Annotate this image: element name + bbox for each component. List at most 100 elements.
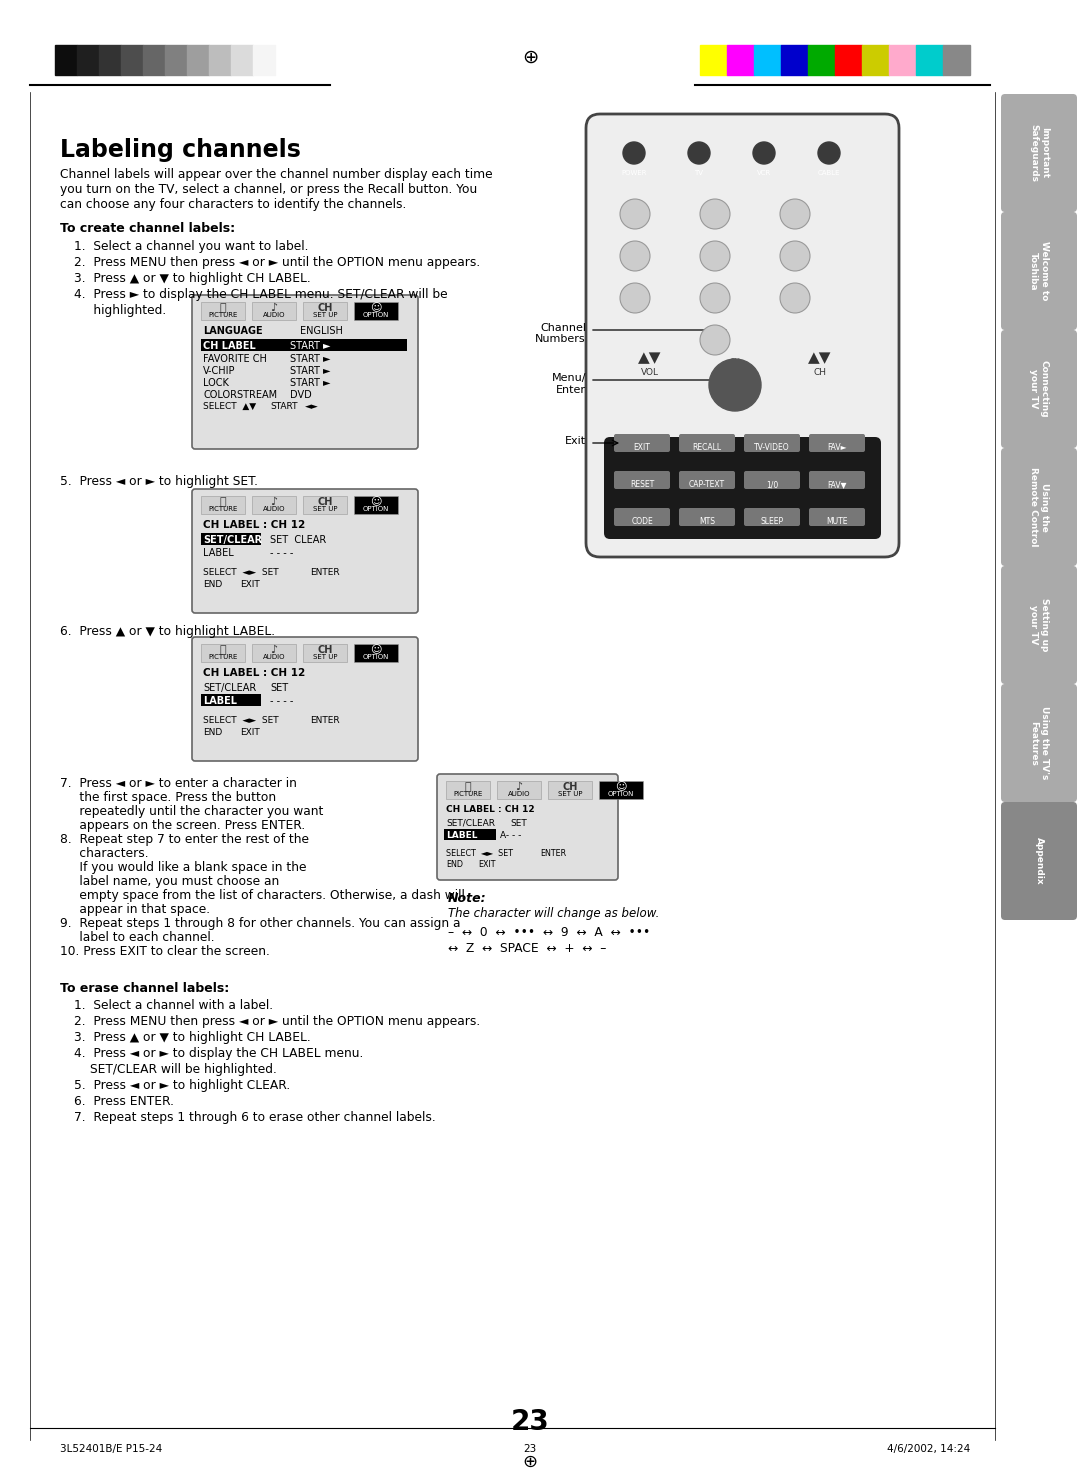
Text: ⊕: ⊕ — [522, 47, 538, 67]
Text: SELECT  ◄►  SET: SELECT ◄► SET — [203, 568, 279, 577]
Text: SET/CLEAR: SET/CLEAR — [446, 819, 495, 828]
Text: CH LABEL: CH LABEL — [203, 342, 256, 351]
Bar — [55, 44, 77, 75]
Text: 8: 8 — [711, 291, 719, 305]
Text: ☺: ☺ — [370, 303, 382, 314]
Text: FAVORITE CH: FAVORITE CH — [203, 353, 267, 364]
Bar — [889, 44, 916, 75]
FancyBboxPatch shape — [1001, 211, 1077, 330]
Text: TV-VIDEO: TV-VIDEO — [754, 444, 789, 453]
Text: CH: CH — [563, 782, 578, 791]
Text: characters.: characters. — [60, 847, 149, 859]
Text: SET/CLEAR will be highlighted.: SET/CLEAR will be highlighted. — [90, 1063, 276, 1077]
Bar — [99, 44, 121, 75]
Text: RECALL: RECALL — [692, 444, 721, 453]
Bar — [201, 339, 407, 351]
FancyBboxPatch shape — [1001, 683, 1077, 802]
Text: Exit: Exit — [565, 436, 586, 447]
Text: 9.  Repeat steps 1 through 8 for other channels. You can assign a: 9. Repeat steps 1 through 8 for other ch… — [60, 917, 460, 930]
Text: START ►: START ► — [291, 342, 330, 351]
Circle shape — [708, 359, 761, 411]
Text: - - - -: - - - - — [270, 549, 294, 558]
Text: 4: 4 — [631, 250, 639, 262]
Text: Menu/: Menu/ — [552, 373, 586, 383]
Circle shape — [753, 142, 775, 164]
Text: 7: 7 — [631, 291, 639, 305]
Text: CAP-TEXT: CAP-TEXT — [689, 481, 725, 490]
Text: 7.  Press ◄ or ► to enter a character in: 7. Press ◄ or ► to enter a character in — [60, 776, 297, 790]
Text: 5.  Press ◄ or ► to highlight CLEAR.: 5. Press ◄ or ► to highlight CLEAR. — [75, 1080, 291, 1092]
Text: CH LABEL : CH 12: CH LABEL : CH 12 — [203, 521, 306, 529]
FancyBboxPatch shape — [192, 637, 418, 762]
Bar — [700, 44, 727, 75]
Text: repeatedly until the character you want: repeatedly until the character you want — [60, 805, 323, 818]
Bar — [548, 781, 592, 799]
Text: Using the
Remote Control: Using the Remote Control — [1029, 467, 1049, 547]
Text: ▲▼: ▲▼ — [638, 351, 662, 365]
FancyBboxPatch shape — [809, 433, 865, 453]
Circle shape — [620, 200, 650, 229]
Text: 2: 2 — [711, 207, 719, 220]
Bar — [303, 302, 347, 319]
Text: appear in that space.: appear in that space. — [60, 904, 211, 916]
Text: SET/CLEAR: SET/CLEAR — [203, 535, 262, 544]
Bar — [446, 781, 490, 799]
Text: SET UP: SET UP — [313, 312, 337, 318]
Bar — [252, 302, 296, 319]
Text: LOCK: LOCK — [203, 379, 229, 387]
Text: A- - -: A- - - — [500, 831, 522, 840]
Circle shape — [818, 142, 840, 164]
Text: OPTION: OPTION — [363, 312, 389, 318]
Text: 9: 9 — [791, 291, 799, 305]
Text: 23: 23 — [524, 1444, 537, 1454]
FancyBboxPatch shape — [437, 774, 618, 880]
Circle shape — [700, 325, 730, 355]
Text: 6.  Press ▲ or ▼ to highlight LABEL.: 6. Press ▲ or ▼ to highlight LABEL. — [60, 626, 275, 637]
Text: 1.  Select a channel you want to label.: 1. Select a channel you want to label. — [75, 240, 309, 253]
Text: EXIT: EXIT — [240, 728, 260, 737]
Bar — [808, 44, 835, 75]
Text: label name, you must choose an: label name, you must choose an — [60, 876, 280, 887]
Text: FAV▼: FAV▼ — [827, 481, 847, 490]
Bar — [165, 44, 187, 75]
Bar — [599, 781, 643, 799]
Bar — [354, 495, 399, 515]
Text: PICTURE: PICTURE — [208, 654, 238, 660]
Text: ☺: ☺ — [370, 645, 382, 655]
Text: END: END — [203, 728, 222, 737]
FancyBboxPatch shape — [1001, 448, 1077, 566]
Text: CH: CH — [318, 497, 333, 507]
Text: ENTER: ENTER — [540, 849, 566, 858]
Bar — [252, 495, 296, 515]
Text: OPTION: OPTION — [363, 654, 389, 660]
Text: ♪: ♪ — [270, 497, 278, 507]
Text: ENTER: ENTER — [310, 568, 339, 577]
Text: AUDIO: AUDIO — [262, 654, 285, 660]
Text: - - - -: - - - - — [270, 697, 294, 705]
Text: ⊕: ⊕ — [523, 1452, 538, 1472]
Text: 3L52401B/E P15-24: 3L52401B/E P15-24 — [60, 1444, 162, 1454]
Text: VCR: VCR — [757, 170, 771, 176]
Bar — [201, 495, 245, 515]
Text: ♪: ♪ — [270, 645, 278, 655]
Text: 8.  Repeat step 7 to enter the rest of the: 8. Repeat step 7 to enter the rest of th… — [60, 833, 309, 846]
Text: MENU
ENTER: MENU ENTER — [721, 376, 748, 395]
Bar — [916, 44, 943, 75]
Text: START ►: START ► — [291, 379, 330, 387]
Bar — [754, 44, 781, 75]
Circle shape — [620, 282, 650, 314]
Text: ↔  Z  ↔  SPACE  ↔  +  ↔  –: ↔ Z ↔ SPACE ↔ + ↔ – — [448, 942, 606, 955]
FancyBboxPatch shape — [615, 470, 670, 490]
Text: Channel: Channel — [540, 322, 586, 333]
Text: To create channel labels:: To create channel labels: — [60, 222, 235, 235]
Bar — [303, 495, 347, 515]
Text: POWER: POWER — [621, 170, 647, 176]
Text: CH LABEL : CH 12: CH LABEL : CH 12 — [446, 805, 535, 813]
Text: END: END — [203, 580, 222, 589]
Text: SELECT  ◄►  SET: SELECT ◄► SET — [446, 849, 513, 858]
FancyBboxPatch shape — [604, 436, 881, 538]
Text: ⛰: ⛰ — [219, 303, 227, 314]
FancyBboxPatch shape — [679, 470, 735, 490]
Text: SET: SET — [270, 683, 288, 694]
Text: SLEEP: SLEEP — [760, 518, 784, 527]
